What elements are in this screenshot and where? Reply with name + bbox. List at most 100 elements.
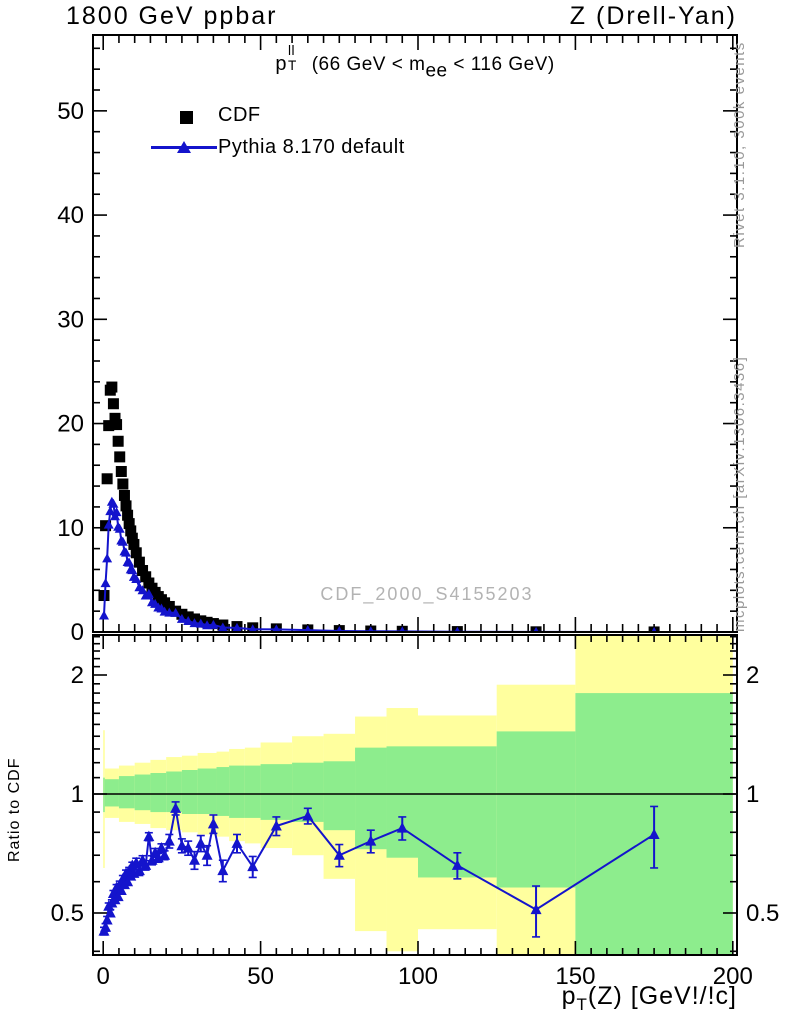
cdf-data-point: [130, 547, 142, 559]
x-tick-label: 0: [97, 963, 110, 990]
green-band-bin: [496, 731, 576, 888]
cdf-data-point: [101, 473, 113, 485]
ratio-y-tick-label-right: 2: [746, 662, 759, 689]
ratio-data-point: [176, 839, 188, 851]
plot-title: p ll T (66 GeV < mee < 116 GeV): [93, 43, 737, 83]
cdf-data-point: [163, 600, 175, 612]
pythia-data-point: [114, 523, 125, 533]
pythia-data-point: [170, 607, 181, 617]
ratio-y-tick-label-left: 0.5: [51, 900, 84, 927]
cdf-data-point: [117, 478, 129, 490]
ratio-data-point: [159, 849, 171, 860]
title-superscript: ll: [287, 42, 295, 58]
pythia-data-point: [232, 622, 242, 631]
pythia-triangle-icon: [177, 141, 191, 153]
ratio-data-point: [365, 835, 377, 846]
pythia-data-point: [208, 619, 219, 629]
ratio-y-tick-label-left: 1: [71, 781, 84, 808]
title-mee-subscript: ee: [425, 60, 448, 82]
green-band-bin: [216, 767, 230, 816]
cdf-data-point: [112, 435, 124, 447]
pythia-data-point: [189, 618, 200, 628]
main-y-tick-label: 30: [57, 306, 84, 333]
main-y-axis-title: dσ/dpT(Z) [pb / (GeV!/!c)]: [0, 345, 10, 638]
pythia-data-point: [117, 536, 128, 546]
ratio-data-point: [122, 875, 134, 887]
green-band-bin: [103, 777, 105, 813]
cdf-data-point: [106, 381, 118, 393]
ratio-data-point: [270, 819, 282, 831]
pythia-data-point: [183, 615, 194, 625]
pythia-data-point: [102, 553, 113, 563]
main-y-tick-label: 0: [71, 619, 84, 646]
cdf-data-point: [126, 532, 138, 544]
legend-marker-cdf: [180, 111, 193, 124]
title-subscript: T: [287, 58, 297, 74]
cdf-data-point: [128, 538, 140, 550]
title-pt: p: [275, 53, 287, 75]
x-tick-label: 100: [398, 963, 438, 990]
x-tick-label: 150: [555, 963, 595, 990]
ratio-y-tick-label-left: 2: [71, 662, 84, 689]
ratio-data-point: [207, 817, 219, 829]
pythia-data-point: [103, 519, 114, 529]
green-band-bin: [150, 773, 167, 813]
ratio-data-point: [163, 835, 175, 846]
green-band-bin: [323, 761, 356, 831]
pythia-data-point: [218, 622, 228, 631]
x-axis-title: pT(Z) [GeV!/!c]: [561, 982, 737, 1014]
ratio-plot-frame: [92, 634, 738, 956]
cdf-data-point: [137, 565, 149, 577]
main-y-tick-label: 50: [57, 98, 84, 125]
pythia-data-point: [651, 626, 657, 631]
cdf-square-icon: [180, 111, 193, 124]
green-band-bin: [134, 774, 151, 811]
ratio-y-axis-title: Ratio to CDF: [6, 757, 23, 862]
cdf-data-point: [125, 525, 137, 537]
pythia-data-point: [304, 625, 312, 631]
legend-marker-pythia: [151, 141, 217, 153]
cdf-data-point: [140, 571, 152, 583]
ratio-data-point: [104, 906, 116, 918]
header-beam-energy: 1800 GeV ppbar: [66, 2, 278, 30]
title-mass-window: (66 GeV < m: [305, 54, 426, 75]
pythia-data-point: [127, 565, 138, 575]
ratio-data-point: [133, 864, 145, 876]
pythia-data-point: [272, 624, 281, 631]
analysis-watermark: CDF_2000_S4155203: [320, 584, 534, 604]
main-y-tick-label: 10: [57, 515, 84, 542]
green-band-bin: [181, 770, 198, 815]
green-band-bin: [197, 768, 217, 815]
pythia-data-point: [399, 626, 405, 631]
x-tick-label: 50: [247, 963, 274, 990]
pythia-data-point: [368, 626, 374, 631]
ratio-data-point: [302, 809, 314, 821]
pythia-data-point: [195, 618, 206, 628]
green-band-bin: [118, 776, 135, 809]
ratio-data-point: [170, 802, 182, 813]
title-mass-window-end: < 116 GeV): [447, 54, 555, 75]
pythia-data-point: [105, 506, 116, 516]
ratio-data-point: [188, 854, 200, 865]
legend-label-cdf: CDF: [218, 104, 261, 126]
mcplots-arxiv-text: mcplots.cern.ch [arXiv:1306.3436]: [731, 355, 748, 632]
ratio-data-point: [128, 867, 140, 878]
ratio-data-point: [112, 890, 124, 902]
ratio-data-point: [648, 828, 660, 839]
ratio-data-point: [101, 914, 113, 925]
pythia-data-point: [454, 626, 460, 631]
cdf-data-point: [115, 465, 127, 477]
pythia-data-point: [249, 624, 257, 631]
ratio-data-point: [182, 842, 194, 853]
cdf-data-point: [107, 398, 119, 410]
ratio-data-point: [530, 903, 542, 915]
ratio-data-point: [140, 859, 152, 870]
cdf-data-point: [122, 509, 134, 521]
cdf-data-point: [109, 412, 121, 424]
green-band-bin: [229, 765, 245, 818]
pythia-data-point: [98, 610, 109, 620]
pythia-data-point: [176, 613, 187, 623]
ratio-data-point: [100, 921, 112, 932]
